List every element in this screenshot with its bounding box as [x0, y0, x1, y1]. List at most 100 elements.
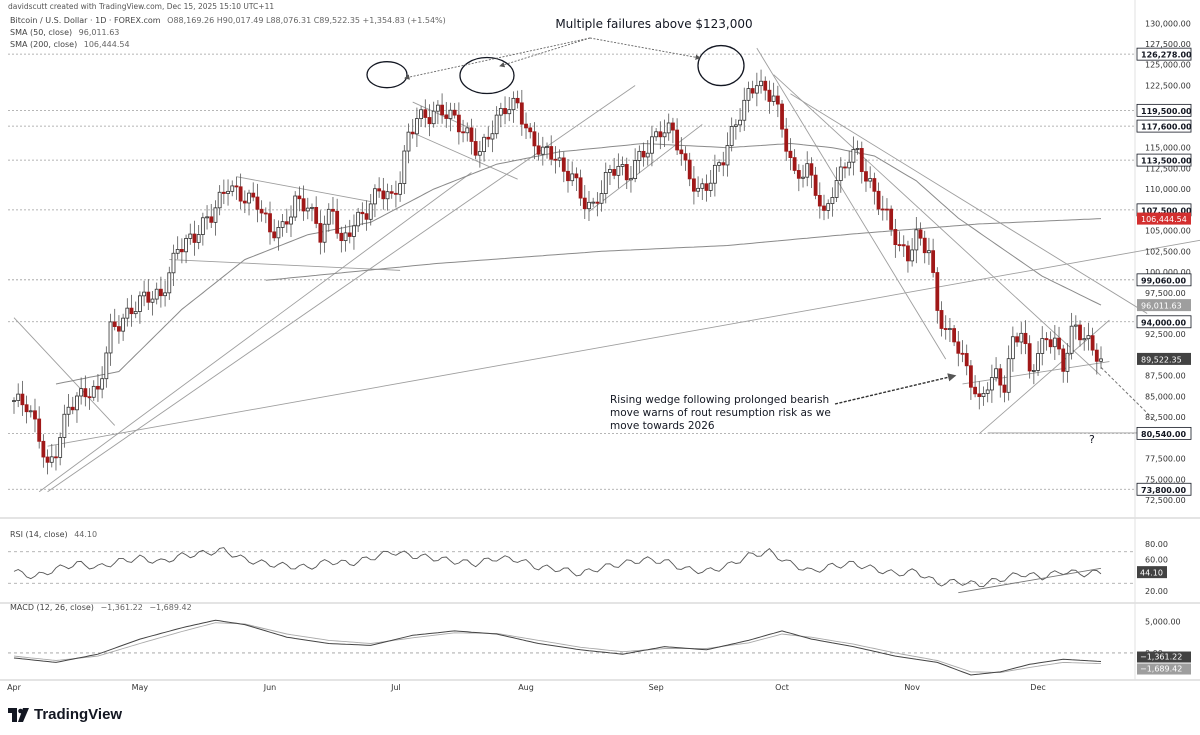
- price-tick-label: 97,500.00: [1145, 289, 1186, 298]
- candle-body: [398, 183, 403, 195]
- candle-body: [284, 221, 289, 225]
- price-tick-label: 122,500.00: [1145, 81, 1191, 90]
- candle-body: [738, 119, 742, 126]
- candle-body: [939, 310, 944, 329]
- rsi-line: [13, 547, 1102, 588]
- candle-body: [490, 133, 495, 140]
- tradingview-logo[interactable]: TradingView: [8, 706, 122, 723]
- candle-body: [637, 150, 642, 161]
- candle-body: [851, 149, 856, 163]
- candle-body: [650, 136, 654, 154]
- candle-body: [456, 114, 461, 133]
- candle-body: [1023, 332, 1028, 345]
- price-tick-label: 102,500.00: [1145, 247, 1191, 256]
- candle-body: [301, 198, 306, 212]
- level-label: 126,278.00: [1141, 51, 1192, 60]
- level-label-box: [1136, 482, 1192, 496]
- candle-body: [901, 244, 906, 247]
- candle-body: [205, 216, 209, 219]
- price-tick-label: 112,500.00: [1145, 164, 1191, 173]
- candle-body: [566, 170, 570, 182]
- candle-body: [70, 406, 75, 411]
- price-badge-label: 106,444.54: [1141, 215, 1187, 224]
- candle-body: [511, 97, 516, 111]
- time-tick-label: Oct: [775, 683, 789, 692]
- candle-body: [79, 388, 84, 397]
- candle-body: [440, 104, 444, 116]
- candle-body: [234, 185, 239, 188]
- candle-body: [230, 185, 235, 192]
- candle-body: [591, 201, 596, 204]
- candle-body: [410, 131, 415, 135]
- time-tick-label: Aug: [518, 683, 534, 692]
- candle-body: [545, 146, 549, 148]
- price-tick-label: 72,500.00: [1145, 496, 1186, 505]
- candle-body: [305, 207, 310, 212]
- candle-body: [935, 272, 940, 311]
- candle-body: [406, 131, 411, 152]
- candle-body: [154, 288, 159, 300]
- sma-layer: [55, 142, 1102, 385]
- candle-body: [209, 216, 214, 223]
- candle-body: [629, 178, 633, 181]
- candle-body: [469, 127, 474, 142]
- candle-body: [725, 145, 730, 166]
- candle-body: [549, 146, 554, 160]
- candle-body: [679, 149, 684, 155]
- candle-body: [217, 191, 222, 209]
- candle-body: [226, 190, 230, 194]
- candle-body: [314, 207, 319, 224]
- candle-body: [792, 157, 797, 171]
- candle-body: [994, 368, 998, 378]
- candle-body: [1061, 348, 1066, 372]
- price-badge-label: 96,011.63: [1141, 302, 1182, 311]
- candle-body: [666, 122, 671, 134]
- candle-body: [377, 188, 382, 192]
- candle-body: [415, 118, 419, 135]
- sma200-line: [265, 218, 1102, 281]
- candle-body: [721, 162, 726, 166]
- candle-body: [1086, 335, 1091, 340]
- candle-body: [331, 208, 335, 212]
- trendline: [756, 47, 947, 360]
- candle-body: [540, 146, 545, 155]
- level-label: 119,500.00: [1141, 107, 1192, 116]
- candle-body: [536, 145, 541, 155]
- grid-layer: [0, 0, 1200, 681]
- candle-body: [394, 192, 398, 195]
- candle-body: [62, 413, 67, 438]
- candle-body: [431, 110, 436, 125]
- annotation-layer: [366, 37, 957, 405]
- price-tick-label: 130,000.00: [1145, 19, 1191, 28]
- candle-body: [83, 388, 88, 398]
- trendline-layer: [13, 47, 1200, 493]
- candle-body: [339, 232, 344, 242]
- sma50-label: SMA (50, close): [10, 28, 73, 37]
- macd-label: MACD (12, 26, close): [10, 603, 94, 612]
- candle-body: [704, 183, 709, 191]
- candle-body: [696, 187, 700, 192]
- candle-body: [822, 205, 826, 211]
- ohlc-values: O88,169.26 H90,017.49 L88,076.31 C89,522…: [167, 16, 446, 25]
- macd-signal-badge-label: −1,689.42: [1140, 665, 1182, 674]
- candle-body: [175, 249, 180, 254]
- price-tick-label: 110,000.00: [1145, 185, 1191, 194]
- candle-body: [973, 386, 977, 395]
- candle-body: [570, 173, 575, 182]
- candle-body: [125, 307, 130, 319]
- level-label: 107,500.00: [1141, 206, 1192, 215]
- tradingview-mark-icon: [8, 707, 29, 722]
- candle-body: [263, 212, 268, 215]
- candle-body: [641, 150, 646, 158]
- candle-body: [297, 195, 302, 200]
- candle-body: [985, 389, 990, 394]
- candle-body: [645, 152, 650, 158]
- candle-body: [1027, 343, 1032, 372]
- candle-body: [603, 172, 608, 194]
- candle-body: [557, 157, 562, 161]
- candle-body: [1015, 336, 1019, 343]
- callout-arrow: [499, 37, 591, 68]
- candle-body: [1006, 358, 1011, 393]
- price-badge: [1137, 299, 1191, 312]
